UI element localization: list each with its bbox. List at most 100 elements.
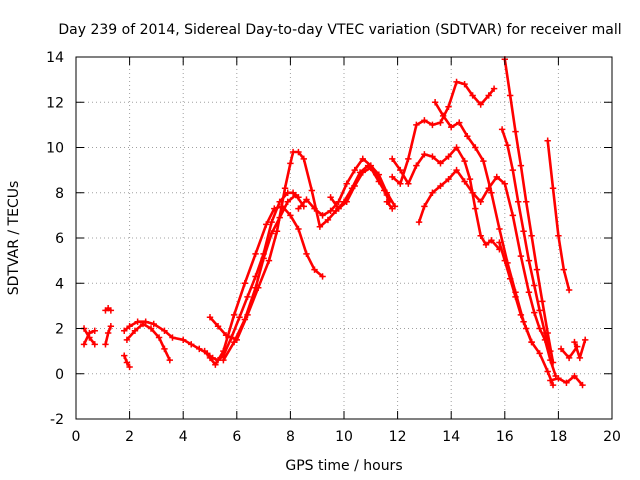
data-point <box>273 228 281 235</box>
series-trace-6 <box>121 189 302 364</box>
x-tick-label: 10 <box>335 429 353 445</box>
data-point <box>383 198 391 205</box>
data-point <box>437 160 444 167</box>
series-line <box>122 191 300 362</box>
y-tick-label: 6 <box>55 231 64 247</box>
data-point <box>453 144 460 151</box>
data-point <box>469 92 476 99</box>
data-point <box>252 284 259 291</box>
data-point <box>284 189 291 196</box>
data-point <box>134 318 141 325</box>
data-point <box>86 329 93 337</box>
data-point <box>91 327 98 334</box>
data-point <box>281 185 289 192</box>
series-trace-9 <box>201 203 326 368</box>
data-point <box>375 171 383 178</box>
series-trace-15 <box>389 144 503 253</box>
data-point <box>169 334 176 341</box>
data-point <box>102 341 109 348</box>
data-point <box>517 311 525 319</box>
data-point <box>276 214 283 221</box>
data-point <box>284 198 291 205</box>
data-point <box>295 225 302 233</box>
data-point <box>472 205 479 212</box>
axis-ticks: 0 2 4 6 8 10 12 14 16 18 20 -2 0 2 4 6 8 10 12 14 <box>46 50 621 445</box>
series-trace-5 <box>121 352 133 371</box>
data-point <box>220 347 227 355</box>
y-tick-label: 4 <box>55 276 64 292</box>
data-point <box>573 343 581 350</box>
data-point <box>523 198 530 205</box>
series-line <box>390 80 496 185</box>
data-point <box>415 218 423 226</box>
data-point <box>431 99 439 106</box>
y-tick-label: 0 <box>55 367 64 383</box>
data-point <box>466 175 474 183</box>
data-point <box>359 169 366 176</box>
data-point <box>531 282 538 289</box>
data-point <box>166 356 173 364</box>
data-point <box>560 266 567 273</box>
series-line <box>503 58 555 364</box>
data-point <box>490 85 498 92</box>
data-point <box>576 354 584 362</box>
data-point <box>375 178 383 185</box>
data-point <box>565 286 573 294</box>
data-point <box>123 359 131 366</box>
data-point <box>327 194 334 201</box>
data-point <box>107 323 115 330</box>
data-point <box>335 198 342 205</box>
data-point <box>220 356 227 364</box>
data-point <box>343 180 350 187</box>
data-point <box>536 350 543 357</box>
series-trace-23 <box>571 336 589 362</box>
data-point <box>397 180 404 187</box>
series-line <box>222 193 306 362</box>
data-point <box>196 345 203 353</box>
series-trace-2 <box>80 327 98 348</box>
data-point <box>214 323 222 330</box>
data-point <box>126 323 133 330</box>
data-point <box>319 212 326 219</box>
data-point <box>351 166 358 174</box>
data-point <box>469 189 476 196</box>
data-point <box>308 187 316 194</box>
data-point <box>335 205 342 212</box>
data-point <box>123 336 131 344</box>
data-point <box>287 160 294 167</box>
y-tick-label: 10 <box>46 141 64 157</box>
series-trace-7 <box>123 320 173 364</box>
x-tick-label: 2 <box>125 429 134 445</box>
data-point <box>547 347 554 355</box>
data-point <box>523 325 530 332</box>
data-point <box>515 198 522 205</box>
data-point <box>413 162 420 169</box>
data-point <box>268 230 275 237</box>
data-point <box>477 232 484 239</box>
series-trace-21 <box>544 137 573 294</box>
series-trace-4 <box>102 323 115 348</box>
data-point <box>488 237 495 244</box>
series-line <box>203 205 324 366</box>
x-tick-label: 14 <box>442 429 460 445</box>
series-trace-11 <box>295 155 399 219</box>
series-trace-14 <box>389 78 498 187</box>
data-point <box>107 307 115 314</box>
data-point <box>429 121 436 129</box>
data-point <box>541 329 549 337</box>
data-point <box>493 173 500 181</box>
data-point <box>512 128 519 135</box>
series-trace-18 <box>496 239 535 346</box>
data-point <box>549 381 557 389</box>
data-point <box>429 189 436 196</box>
data-point <box>453 166 460 174</box>
data-point <box>512 293 519 301</box>
series-line <box>385 200 394 210</box>
data-point <box>155 334 163 341</box>
data-point <box>121 327 128 334</box>
data-point <box>445 153 452 160</box>
chart-title: Day 239 of 2014, Sidereal Day-to-day VTE… <box>58 22 621 38</box>
data-point <box>549 359 557 366</box>
data-point <box>525 289 533 296</box>
data-point <box>445 175 452 183</box>
